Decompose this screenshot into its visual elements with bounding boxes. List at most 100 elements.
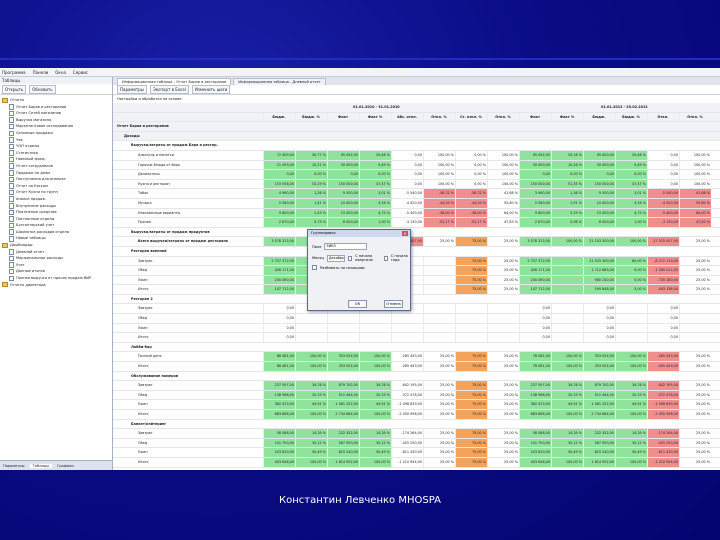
column-header[interactable]: Бюдж. % (295, 112, 327, 122)
column-header[interactable]: Откл. (647, 112, 679, 122)
tree-node[interactable]: Новые таблицы (0, 235, 112, 242)
tree-node[interactable]: Бухгалтерский учет (0, 222, 112, 229)
table-row[interactable]: Всего выручки/затраты от продаж ресторан… (113, 237, 720, 247)
table-row[interactable]: Обед 138 966,00 20,33 % 511 444,00 20,33 % -3… (113, 390, 720, 401)
split-checkbox[interactable] (312, 265, 317, 270)
table-row[interactable]: Ужин 245 060,00 75,00 % 25,00 % 245 060,00 98… (113, 275, 720, 286)
menu-item[interactable]: Панели (32, 69, 49, 75)
tree-node[interactable]: Отчет по Кассам (0, 183, 112, 190)
table-row[interactable]: Алкоголь и напитки 72 409,00 30,77 % 95 092… (113, 150, 720, 161)
tree-node[interactable]: Маржинальные расходы (0, 255, 112, 262)
table-row[interactable]: Отчет Баров и ресторанов (113, 122, 720, 132)
table-row[interactable]: Ужин 203 810,00 50,49 % 815 240,00 50,49 % -6… (113, 448, 720, 458)
table-row[interactable]: Завтрак 0,00 0,00 0,00 0,00 (113, 304, 720, 315)
params-button[interactable]: Параметры (117, 85, 147, 94)
column-header[interactable]: Ст. откл. % (455, 112, 487, 122)
table-row[interactable]: Обед 141 750,00 35,12 % 567 000,00 35,12 % -4… (113, 438, 720, 449)
tree-node[interactable]: Статистика (0, 150, 112, 157)
bottom-tab[interactable]: Таблицы (29, 463, 53, 468)
menu-item[interactable]: Программа (2, 69, 26, 75)
tree-node[interactable]: Поступления для анализа (0, 176, 112, 183)
table-row[interactable]: Ужин 0,00 0,00 0,00 0,00 (113, 323, 720, 334)
table-row[interactable]: Упакованные варианты 9 600,00 2,43 % 15 000… (113, 208, 720, 219)
table-row[interactable]: Завтрак 237 597,00 34,76 % 879 792,00 34,76 … (113, 381, 720, 391)
table-row[interactable]: Итого 147 712,00 75,00 % 25,00 % 147 712,00 5… (113, 285, 720, 295)
table-row[interactable]: Доходы (113, 131, 720, 142)
tree-node[interactable]: Полная выручка от прочих продаж ВИР (0, 275, 112, 282)
tree-node[interactable]: Дашбоарды (0, 242, 112, 249)
table-row[interactable]: Обед 428 171,00 75,00 % 25,00 % 428 171,00 1 … (113, 266, 720, 276)
open-button[interactable]: Открыть (2, 84, 27, 94)
table-row[interactable]: Итого 88 481,00 100,00 % 353 924,00 100,00 %… (113, 362, 720, 372)
column-header[interactable]: Бюдж. % (615, 112, 647, 122)
table-row[interactable]: Итого 0,00 0,00 0,00 0,00 (113, 333, 720, 343)
export-excel-button[interactable]: Экспорт в Excel (149, 85, 189, 94)
field1-input[interactable]: ЗИКЗ (324, 243, 368, 250)
table-row[interactable]: Обед 0,00 0,00 0,00 0,00 (113, 314, 720, 324)
cancel-button[interactable]: Отмена (384, 300, 403, 308)
table-row[interactable]: Итого 683 666,00 100,00 % 2 734 664,00 100,0… (113, 410, 720, 420)
table-row[interactable]: Ресторан военной (113, 247, 720, 257)
column-header[interactable]: Откл. % (487, 112, 519, 122)
menu-item[interactable]: Сервис (72, 69, 88, 75)
table-row[interactable]: Ужин 362 413,00 44,91 % 1 461 252,00 44,91 %… (113, 400, 720, 410)
month-select[interactable]: Декабрь (326, 254, 346, 262)
table-row[interactable]: Прочие точки продаж (113, 468, 720, 471)
bottom-tab[interactable]: Параметры (3, 463, 25, 468)
column-header[interactable]: Бюдж. (263, 112, 295, 122)
tree-node[interactable]: Выручка магазина (0, 117, 112, 124)
ok-button[interactable]: ОК (348, 300, 367, 308)
tree-node[interactable]: Учет (0, 262, 112, 269)
tree-node[interactable]: Наемный фонд (0, 156, 112, 163)
tree-node[interactable]: Анализ продаж (0, 196, 112, 203)
table-row[interactable]: Выручка/затраты от продаж Бара и рестор. (113, 141, 720, 151)
tree-node[interactable]: Продажи по дням (0, 170, 112, 177)
year-checkbox[interactable] (383, 255, 388, 261)
table-row[interactable]: Деликатесы 0,00 0,00 % 0,00 0,00 % 0,00 100,00… (113, 170, 720, 180)
menu-item[interactable]: Окна (55, 69, 66, 75)
quarter-checkbox[interactable] (348, 255, 353, 261)
table-row[interactable]: Полный день 88 481,00 100,00 % 353 924,00 10… (113, 352, 720, 363)
table-row[interactable]: Кухня и ресторан 153 558,00 53,29 % 150 000… (113, 179, 720, 190)
tree-node[interactable]: Отчеты (0, 97, 112, 104)
tree-node[interactable]: Маркетинговое исследование (0, 123, 112, 130)
table-row[interactable]: Выручка/затраты от продаж продуктов (113, 228, 720, 238)
table-row[interactable]: Музыка 5 580,00 1,41 % 10 000,00 3,16 % -4 42… (113, 198, 720, 209)
filter-label[interactable]: Настройки и обработка на основе (117, 97, 182, 101)
tree-node[interactable]: Чек (0, 137, 112, 144)
table-row[interactable]: Завтрак 2 757 372,00 75,00 % 25,00 % 2 757 3… (113, 256, 720, 267)
bottom-tab[interactable]: Графики (57, 463, 74, 468)
table-row[interactable]: Прочее 2 870,00 0,73 % 6 000,00 1,90 % -3 130… (113, 218, 720, 228)
tree-node[interactable]: Шахматка расходов отдела (0, 229, 112, 236)
column-header[interactable]: Откл. % (423, 112, 455, 122)
document-tab[interactable]: Информационная таблица - Дневной отчет (233, 78, 326, 85)
tree-node[interactable]: Платежные средства (0, 209, 112, 216)
tree-node[interactable]: Отчет Сетей магазинов (0, 110, 112, 117)
table-row[interactable]: Табак 4 960,00 1,26 % 9 500,00 3,01 % -5 540,… (113, 189, 720, 199)
column-header[interactable]: Факт % (359, 112, 391, 122)
change-steps-button[interactable]: Изменить шаги (191, 85, 231, 94)
column-header[interactable]: Факт (327, 112, 359, 122)
table-row[interactable]: Лобби-бар (113, 343, 720, 353)
tree-node[interactable]: Дневной отчет (0, 249, 112, 256)
tree-node[interactable]: ЧОП отделы (0, 143, 112, 150)
tree-node[interactable]: Отчет сотрудников (0, 163, 112, 170)
table-row[interactable]: Банкет/кейтеринг (113, 420, 720, 430)
table-row[interactable]: Обслуживание номеров (113, 372, 720, 382)
table-row[interactable]: Итого 403 648,00 100,00 % 1 614 592,00 100,0… (113, 457, 720, 468)
column-header[interactable]: Факт % (551, 112, 583, 122)
tree-node[interactable]: Постоянные отделы (0, 216, 112, 223)
tree-node[interactable]: Отчеты директора (0, 282, 112, 289)
tree-node[interactable]: Данные итогов (0, 268, 112, 275)
close-icon[interactable]: × (402, 231, 408, 236)
document-tab[interactable]: Информационная таблица - Отчет Баров и р… (117, 78, 232, 85)
table-row[interactable]: Завтрак 58 088,00 14,39 % 232 352,00 14,39 %… (113, 429, 720, 439)
refresh-button[interactable]: Обновить (29, 84, 56, 94)
tree-node[interactable]: Отчет Баров и ресторанов (0, 104, 112, 111)
tree-node[interactable]: Внутренние расходы (0, 203, 112, 210)
tree-node[interactable]: Сезонные продажи (0, 130, 112, 137)
column-header[interactable]: Бюдж. (583, 112, 615, 122)
table-row[interactable]: Горячие блюда от бара 21 093,00 10,21 % 30 … (113, 160, 720, 171)
table-row[interactable]: Ресторан 2 (113, 295, 720, 305)
column-header[interactable]: Абс. откл. (391, 112, 423, 122)
